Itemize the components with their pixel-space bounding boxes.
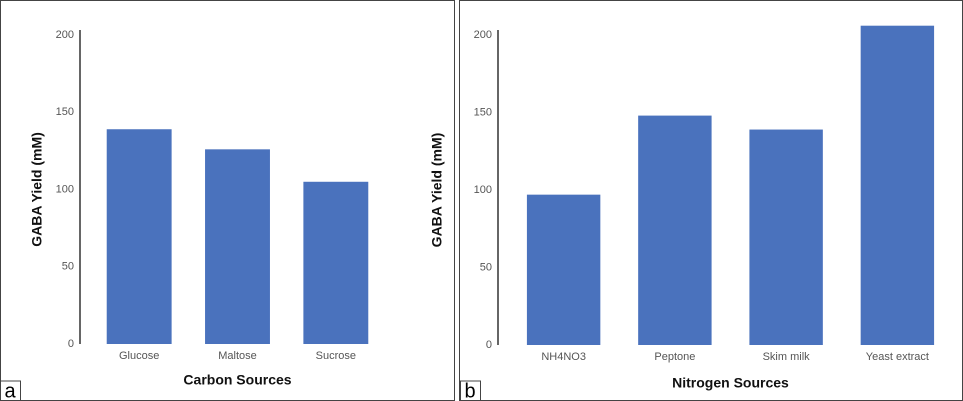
x-tick-label: NH4NO3 bbox=[541, 351, 586, 363]
y-tick-label: 200 bbox=[56, 29, 74, 41]
bar bbox=[303, 181, 369, 344]
x-tick-label: Maltose bbox=[218, 350, 257, 362]
y-axis-title: GABA Yield (mM) bbox=[29, 132, 45, 247]
x-tick-label: Peptone bbox=[654, 351, 695, 363]
panel-label: a bbox=[4, 380, 16, 401]
x-tick-label: Glucose bbox=[119, 350, 159, 362]
y-tick-label: 150 bbox=[474, 106, 492, 118]
y-tick-label: 200 bbox=[474, 29, 492, 41]
x-axis-title: Nitrogen Sources bbox=[672, 375, 789, 391]
bar bbox=[526, 194, 601, 345]
y-tick-label: 0 bbox=[68, 338, 74, 350]
y-tick-label: 100 bbox=[56, 183, 74, 195]
y-axis-title: GABA Yield (mM) bbox=[429, 133, 445, 248]
bar bbox=[106, 129, 172, 344]
x-tick-label: Yeast extract bbox=[866, 351, 929, 363]
x-tick-label: Sucrose bbox=[316, 350, 356, 362]
panel-label: b bbox=[464, 380, 475, 401]
x-axis-title: Carbon Sources bbox=[183, 372, 291, 388]
y-tick-label: 100 bbox=[474, 184, 492, 196]
y-tick-label: 50 bbox=[62, 261, 74, 273]
bar bbox=[638, 115, 712, 345]
bar bbox=[749, 129, 823, 345]
y-tick-label: 50 bbox=[480, 261, 492, 273]
bar bbox=[205, 149, 270, 344]
x-tick-label: Skim milk bbox=[763, 351, 811, 363]
y-tick-label: 0 bbox=[486, 339, 492, 351]
bar bbox=[860, 25, 935, 345]
y-tick-label: 150 bbox=[56, 106, 74, 118]
